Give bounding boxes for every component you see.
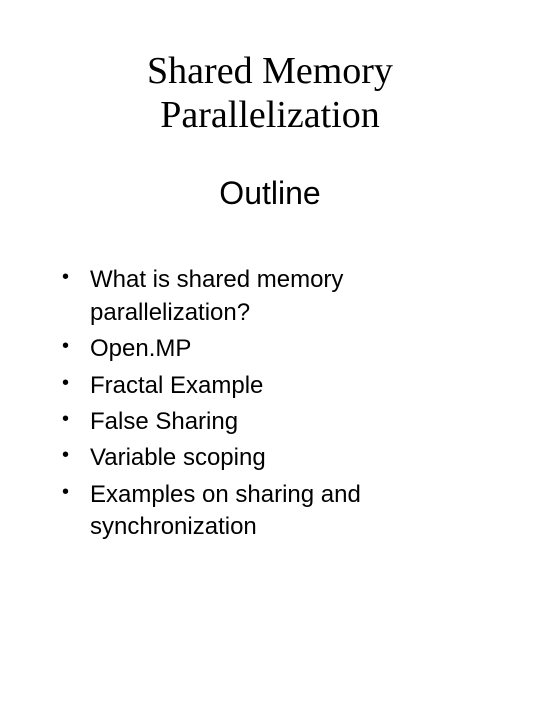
list-item: Open.MP	[62, 333, 500, 365]
list-item: False Sharing	[62, 406, 500, 438]
slide-subtitle: Outline	[40, 175, 500, 212]
slide-title: Shared Memory Parallelization	[40, 50, 500, 137]
title-line-1: Shared Memory	[147, 50, 393, 92]
list-item: Variable scoping	[62, 442, 500, 474]
list-item: Examples on sharing and synchronization	[62, 479, 500, 544]
list-item: Fractal Example	[62, 370, 500, 402]
title-line-2: Parallelization	[160, 94, 379, 136]
list-item: What is shared memory parallelization?	[62, 264, 500, 329]
bullet-list: What is shared memory parallelization? O…	[40, 264, 500, 543]
